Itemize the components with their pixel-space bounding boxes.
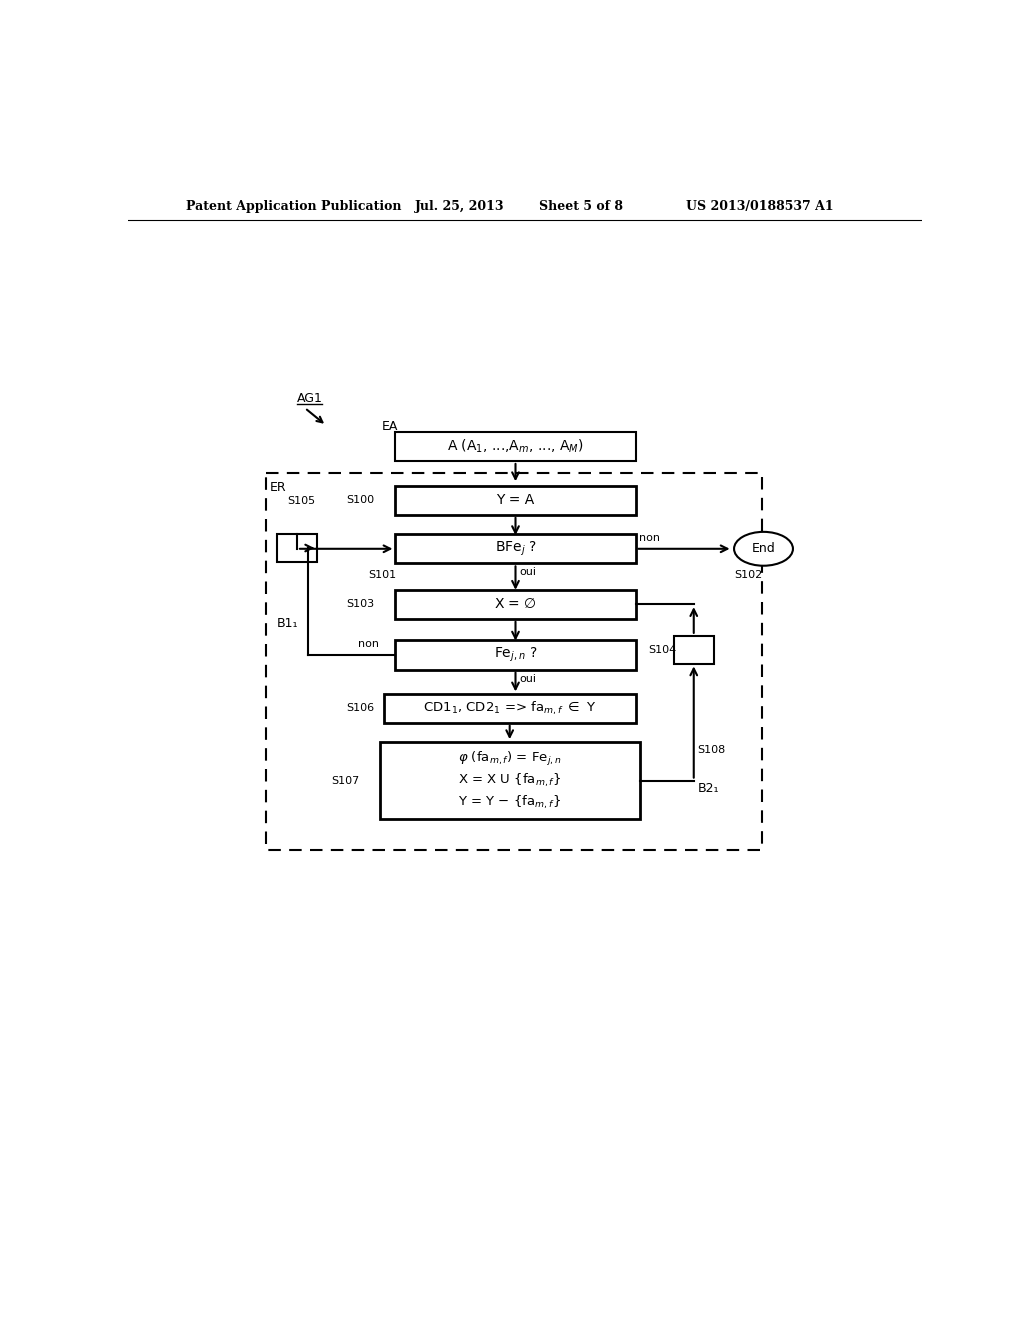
Bar [276, 535, 317, 562]
Text: A (A$_1$, ...,A$_m$, ..., A$_M$): A (A$_1$, ...,A$_m$, ..., A$_M$) [447, 438, 584, 455]
Bar [395, 535, 636, 564]
Bar [395, 432, 636, 461]
Bar [395, 486, 636, 515]
Text: Y = Y $-$ {fa$_{m,f}$}: Y = Y $-$ {fa$_{m,f}$} [458, 793, 561, 810]
Bar [380, 742, 640, 818]
Text: S107: S107 [331, 776, 359, 785]
Bar [266, 473, 762, 850]
Text: Y = A: Y = A [497, 494, 535, 507]
Text: CD1$_1$, CD2$_1$ => fa$_{m,f}$ $\in$ Y: CD1$_1$, CD2$_1$ => fa$_{m,f}$ $\in$ Y [423, 700, 596, 717]
Text: B2₁: B2₁ [697, 781, 719, 795]
Text: oui: oui [519, 673, 537, 684]
Text: Patent Application Publication: Patent Application Publication [186, 199, 401, 213]
Text: AG1: AG1 [297, 392, 323, 405]
Text: S106: S106 [346, 704, 375, 713]
Ellipse shape [734, 532, 793, 566]
Text: B1₁: B1₁ [276, 618, 298, 631]
Text: X = X U {fa$_{m,f}$}: X = X U {fa$_{m,f}$} [458, 772, 561, 789]
Text: $\varphi$ (fa$_{m,f}$) = Fe$_{j,n}$: $\varphi$ (fa$_{m,f}$) = Fe$_{j,n}$ [458, 750, 561, 768]
Text: S104: S104 [648, 644, 676, 655]
Bar [395, 640, 636, 669]
Text: End: End [752, 543, 775, 556]
Text: S105: S105 [288, 496, 315, 506]
Text: Sheet 5 of 8: Sheet 5 of 8 [539, 199, 623, 213]
Bar [395, 590, 636, 619]
Text: EA: EA [382, 420, 398, 433]
Text: non: non [358, 639, 379, 649]
Text: Jul. 25, 2013: Jul. 25, 2013 [415, 199, 504, 213]
Text: S102: S102 [734, 570, 762, 579]
Text: BFe$_j$ ?: BFe$_j$ ? [495, 540, 537, 558]
Text: X = $\varnothing$: X = $\varnothing$ [494, 597, 537, 611]
Bar [384, 693, 636, 723]
Text: US 2013/0188537 A1: US 2013/0188537 A1 [686, 199, 834, 213]
Text: S101: S101 [369, 570, 396, 579]
Bar [674, 636, 714, 664]
Text: oui: oui [519, 568, 537, 577]
Text: S103: S103 [346, 599, 375, 610]
Text: Fe$_{j,n}$ ?: Fe$_{j,n}$ ? [494, 645, 538, 664]
Text: ER: ER [270, 482, 287, 495]
Text: non: non [640, 533, 660, 543]
Text: S108: S108 [697, 744, 726, 755]
Text: S100: S100 [346, 495, 375, 506]
